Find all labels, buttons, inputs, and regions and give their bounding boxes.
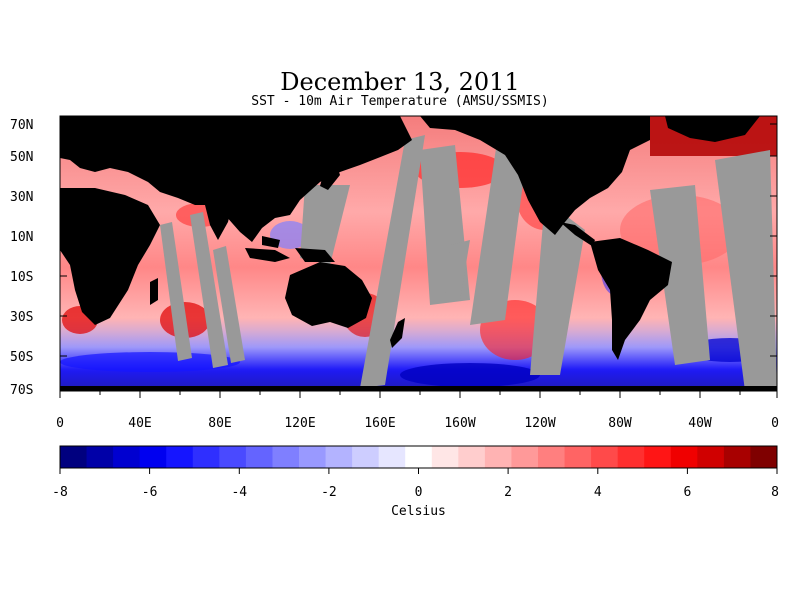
lat-label: 70N	[10, 118, 33, 133]
lat-label: 70S	[10, 383, 33, 398]
colorbar-swatch	[591, 446, 619, 468]
colorbar-swatch	[484, 446, 512, 468]
map-subtitle: SST - 10m Air Temperature (AMSU/SSMIS)	[251, 94, 549, 109]
colorbar-swatch	[723, 446, 751, 468]
lon-label: 160W	[444, 416, 475, 431]
lon-label: 80W	[608, 416, 632, 431]
colorbar-swatch	[644, 446, 672, 468]
colorbar-swatch	[538, 446, 566, 468]
colorbar-swatch	[511, 446, 539, 468]
colorbar-swatch	[670, 446, 698, 468]
colorbar-swatch	[750, 446, 778, 468]
colorbar-swatch	[405, 446, 433, 468]
colorbar-swatch	[245, 446, 273, 468]
colorbar-swatch	[378, 446, 406, 468]
lon-label: 160E	[364, 416, 395, 431]
land-masses	[60, 116, 777, 391]
lat-label: 50N	[10, 150, 33, 165]
colorbar-swatch	[219, 446, 247, 468]
colorbar-tick-label: -4	[231, 485, 247, 500]
colorbar-tick-label: 4	[594, 485, 602, 500]
cool-patch-ross-sea	[400, 363, 540, 387]
lat-label: 10S	[10, 270, 33, 285]
colorbar-swatch	[299, 446, 327, 468]
colorbar-unit-label: Celsius	[391, 504, 446, 519]
colorbar-swatch	[192, 446, 220, 468]
cool-patch-south-indian	[60, 352, 240, 372]
cool-patch-south-china-sea	[270, 221, 310, 249]
lat-label: 50S	[10, 350, 33, 365]
colorbar-tick-label: 8	[771, 485, 779, 500]
colorbar-swatch	[697, 446, 725, 468]
lon-label: 80E	[208, 416, 231, 431]
colorbar-swatch	[86, 446, 114, 468]
colorbar-swatch	[166, 446, 194, 468]
lon-label: 0	[771, 416, 779, 431]
colorbar-tick-label: 2	[504, 485, 512, 500]
colorbar-swatch	[139, 446, 167, 468]
colorbar-ticks	[59, 468, 778, 474]
no-data-swaths	[160, 130, 777, 391]
latitude-labels: 70N 50N 30N 10N 10S 30S 50S 70S	[10, 118, 33, 398]
colorbar-swatch	[564, 446, 592, 468]
map-title: December 13, 2011	[280, 68, 520, 96]
sst-map	[60, 116, 777, 391]
colorbar-swatch	[113, 446, 141, 468]
colorbar-tick-label: 0	[415, 485, 423, 500]
colorbar	[60, 446, 778, 468]
lon-label: 40E	[128, 416, 151, 431]
colorbar-tick-labels: -8 -6 -4 -2 0 2 4 6 8	[52, 485, 779, 500]
colorbar-tick-label: -8	[52, 485, 68, 500]
colorbar-tick-label: -6	[142, 485, 158, 500]
lon-label: 120W	[524, 416, 555, 431]
colorbar-swatch	[431, 446, 459, 468]
lat-label: 30N	[10, 190, 33, 205]
map-frame	[59, 115, 778, 392]
longitude-ticks	[59, 391, 778, 398]
colorbar-swatch	[60, 446, 88, 468]
lon-label: 120E	[284, 416, 315, 431]
longitude-labels: 0 40E 80E 120E 160E 160W 120W 80W 40W 0	[56, 416, 779, 431]
colorbar-tick-label: -2	[321, 485, 337, 500]
lon-label: 0	[56, 416, 64, 431]
lon-label: 40W	[688, 416, 712, 431]
colorbar-tick-label: 6	[683, 485, 691, 500]
lat-label: 30S	[10, 310, 33, 325]
lat-label: 10N	[10, 230, 33, 245]
colorbar-swatch	[458, 446, 486, 468]
colorbar-swatch	[325, 446, 353, 468]
colorbar-swatch	[352, 446, 380, 468]
colorbar-swatch	[272, 446, 300, 468]
latitude-ticks	[60, 123, 777, 390]
colorbar-swatch	[617, 446, 645, 468]
